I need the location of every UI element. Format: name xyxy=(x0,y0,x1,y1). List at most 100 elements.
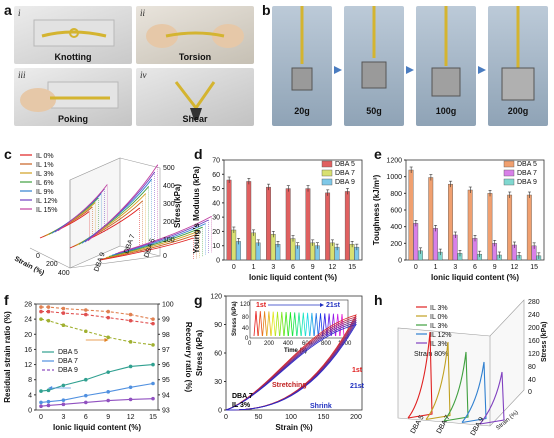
data-point xyxy=(151,343,155,347)
panel-letter-g: g xyxy=(194,292,203,308)
data-point xyxy=(151,321,155,326)
legend-swatch xyxy=(321,160,333,168)
h-ztick: 0 xyxy=(528,389,532,396)
g-inset-ytick: 40 xyxy=(242,326,249,332)
c-xtick: 200 xyxy=(46,261,58,268)
c-depth-label: DBA 5 xyxy=(143,238,156,259)
data-point xyxy=(128,312,133,317)
stress-curve xyxy=(81,178,153,244)
inset-cycle xyxy=(318,313,323,337)
x-tick-label: 1 xyxy=(434,264,438,271)
bar xyxy=(526,194,532,261)
inset-cycle xyxy=(288,312,293,337)
bar xyxy=(507,194,513,261)
panel-letter-d: d xyxy=(194,146,203,162)
data-point xyxy=(39,400,43,405)
legend-swatch xyxy=(503,169,515,177)
c-curves xyxy=(39,164,212,261)
g-inset-xtick: 200 xyxy=(264,341,275,347)
bar xyxy=(285,188,291,261)
torsion-sketch xyxy=(146,24,244,48)
data-point xyxy=(106,398,110,403)
h-ztick: 160 xyxy=(528,338,540,345)
inset-cycle xyxy=(296,312,302,337)
arrow-icon xyxy=(478,66,486,74)
data-point xyxy=(106,315,110,320)
h-legend: IL 3% xyxy=(430,323,448,330)
c-ztick: 400 xyxy=(163,183,175,190)
inset-cycle xyxy=(253,310,259,337)
bar xyxy=(246,181,252,261)
stress-curve xyxy=(105,230,200,259)
h-legend-lines xyxy=(416,306,427,344)
inset-cycle xyxy=(309,312,315,337)
stress-curve xyxy=(99,237,194,261)
c-legend: IL 9% xyxy=(36,189,54,196)
inset-cycle xyxy=(305,312,310,337)
data-point xyxy=(84,312,88,317)
h-strain-note: Strain 80% xyxy=(414,351,448,358)
data-point xyxy=(151,362,155,367)
photo-caption: Poking xyxy=(57,114,88,124)
data-point xyxy=(151,381,155,386)
bar xyxy=(231,229,237,261)
bar xyxy=(428,177,434,261)
bar xyxy=(413,223,419,261)
g-sample: DBA 7 xyxy=(232,393,253,400)
x-tick-label: 15 xyxy=(348,264,356,271)
data-point xyxy=(84,308,88,312)
photo-roman: iii xyxy=(18,70,26,80)
x-tick-label: 15 xyxy=(530,264,538,271)
x-axis-label: Ionic liquid content (%) xyxy=(431,273,519,282)
y-axis-label: Toughness (kJ/m³) xyxy=(372,174,381,245)
chart-g: 0 30 60 90 120 0 50 100 150 200 Strain (%) Stress (… xyxy=(195,294,365,433)
panel-letter-f: f xyxy=(4,292,9,308)
data-point xyxy=(61,402,66,407)
arrow-icon xyxy=(406,66,414,74)
h-ztick: 40 xyxy=(528,377,536,384)
photo-roman: i xyxy=(18,8,21,18)
data-point xyxy=(46,399,51,404)
residual-line xyxy=(40,398,154,407)
y-tick-label: 40 xyxy=(212,200,220,207)
y-axis-label: Young's Modulus (kPa) xyxy=(192,166,201,254)
x-tick-label: 0 xyxy=(414,264,418,271)
y-tick-label: 1200 xyxy=(386,158,402,165)
data-point xyxy=(151,317,155,321)
stress-curve xyxy=(102,233,197,260)
data-point xyxy=(46,318,51,323)
weight-label: 20g xyxy=(294,106,310,116)
panel-letter-h: h xyxy=(374,292,383,308)
bar xyxy=(290,238,296,261)
y2-tick-label: 98 xyxy=(162,332,170,339)
g-inset-xtick: 800 xyxy=(321,341,332,347)
g-il: IL 3% xyxy=(232,402,251,409)
c-legend: IL 15% xyxy=(36,207,58,214)
y-tick-label: 4 xyxy=(28,392,32,399)
c-legend: IL 12% xyxy=(36,198,58,205)
x-tick-label: 100 xyxy=(285,414,297,421)
y-tick-label: 12 xyxy=(24,362,32,369)
data-point xyxy=(84,393,88,398)
inset-cycle xyxy=(266,311,272,337)
photo-knotting: i Knotting xyxy=(14,6,132,64)
hysteresis-loop xyxy=(225,323,357,411)
y-tick-label: 28 xyxy=(24,302,32,309)
photo-caption: Knotting xyxy=(54,52,92,62)
g-inset-end: 21st xyxy=(326,302,341,309)
x-axis-label: Ionic liquid content (%) xyxy=(53,423,141,432)
y-tick-label: 0 xyxy=(218,408,222,415)
y-tick-label: 20 xyxy=(212,229,220,236)
x-tick-label: 0 xyxy=(224,414,228,421)
inset-cycle xyxy=(262,311,267,337)
data-point xyxy=(151,396,155,401)
chart-c: IL 0% IL 1% IL 3% IL 6% IL 9% IL 12% IL … xyxy=(13,153,212,277)
data-point xyxy=(61,398,66,402)
inset-cycle xyxy=(279,311,285,337)
data-point xyxy=(106,309,110,314)
data-point xyxy=(46,388,51,393)
c-legend: IL 1% xyxy=(36,162,54,169)
x-tick-label: 6 xyxy=(291,264,295,271)
x-axis-label: Ionic liquid content (%) xyxy=(249,273,337,282)
data-point xyxy=(128,318,133,323)
